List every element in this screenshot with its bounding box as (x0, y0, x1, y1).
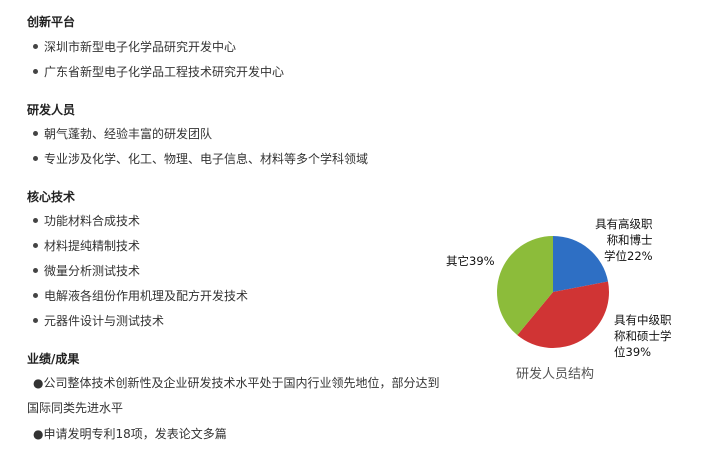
pie-label-senior: 具有高级职 称和博士 学位22% (582, 216, 653, 264)
section-heading: 业绩/成果 (27, 352, 80, 366)
list-item: 功能材料合成技术 (33, 214, 140, 228)
list-item: 专业涉及化学、化工、物理、电子信息、材料等多个学科领域 (33, 152, 368, 166)
pie-slice-1 (517, 281, 609, 349)
list-item: 电解液各组份作用机理及配方开发技术 (33, 289, 248, 303)
label-line: 称和博士 (606, 233, 653, 247)
list-item: 微量分析测试技术 (33, 264, 140, 278)
label-line: 具有中级职 (614, 313, 672, 327)
achievement-text: ●申请发明专利18项，发表论文多篇 (33, 427, 227, 441)
list-item: 深圳市新型电子化学品研究开发中心 (33, 40, 236, 54)
label-line: 位39% (614, 345, 652, 359)
pie-slice-0 (553, 236, 609, 292)
section-heading: 核心技术 (27, 190, 76, 204)
label-line: 称和硕士学 (614, 329, 672, 343)
pie-label-middle: 具有中级职 称和硕士学 位39% (614, 312, 672, 360)
section-heading: 研发人员 (27, 103, 76, 117)
achievement-text: 国际同类先进水平 (27, 401, 124, 415)
section-heading: 创新平台 (27, 15, 76, 29)
list-item: 材料提纯精制技术 (33, 239, 140, 253)
label-line: 具有高级职 (595, 217, 653, 231)
list-item: 元器件设计与测试技术 (33, 314, 164, 328)
list-item: 朝气蓬勃、经验丰富的研发团队 (33, 127, 212, 141)
achievement-text: ●公司整体技术创新性及企业研发技术水平处于国内行业领先地位，部分达到 (33, 376, 440, 390)
pie-chart (497, 236, 609, 349)
list-item: 广东省新型电子化学品工程技术研究开发中心 (33, 65, 284, 79)
pie-label-other: 其它39% (446, 254, 495, 268)
chart-title: 研发人员结构 (516, 367, 595, 382)
label-line: 学位22% (604, 249, 653, 263)
pie-slice-2 (497, 236, 553, 336)
